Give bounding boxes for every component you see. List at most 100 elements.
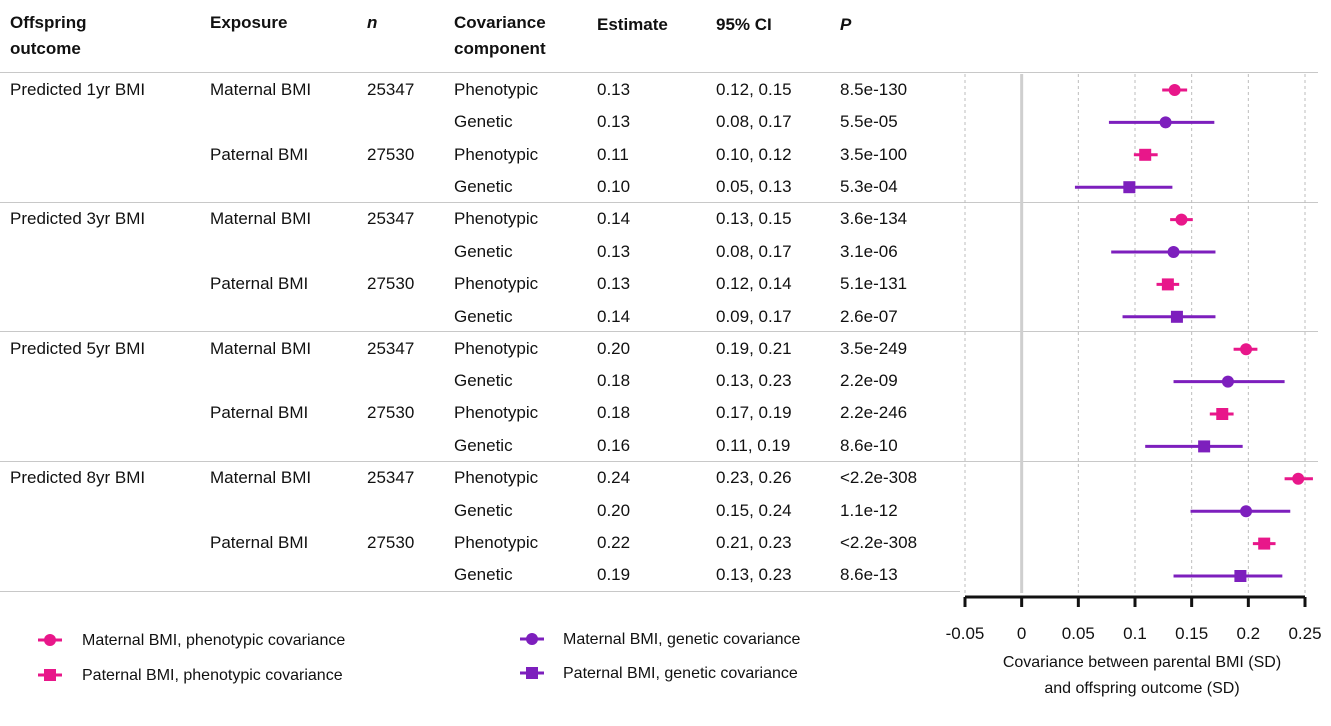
header-component-line1: Covariance [454, 13, 546, 32]
point-estimate [1161, 278, 1174, 291]
legend-square-marker-icon [520, 667, 544, 679]
point-estimate [1240, 505, 1253, 518]
cell-estimate: 0.18 [597, 403, 631, 422]
cell-component: Genetic [454, 501, 513, 520]
header-n: n [367, 13, 378, 32]
header-p: P [840, 15, 852, 34]
cell-estimate: 0.20 [597, 501, 631, 520]
cell-n: 25347 [367, 80, 415, 99]
cell-ci: 0.15, 0.24 [716, 501, 792, 520]
rule-header [0, 72, 1318, 73]
rule-group-2 [0, 331, 1318, 332]
rule-group-3 [0, 461, 1318, 462]
cell-n: 27530 [367, 403, 415, 422]
cell-p: 5.1e-131 [840, 274, 908, 293]
cell-ci: 0.11, 0.19 [716, 436, 791, 455]
point-estimate [1292, 472, 1305, 485]
cell-n: 25347 [367, 209, 415, 228]
header-exposure: Exposure [210, 13, 288, 32]
cell-outcome: Predicted 1yr BMI [10, 80, 146, 99]
legend-label: Paternal BMI, genetic covariance [563, 665, 798, 682]
point-estimate [1167, 246, 1180, 258]
cell-p: 3.5e-100 [840, 145, 908, 164]
cell-exposure: Maternal BMI [210, 339, 312, 358]
cell-p: 2.2e-246 [840, 403, 908, 422]
cell-estimate: 0.19 [597, 565, 631, 584]
cell-exposure: Paternal BMI [210, 533, 309, 552]
x-tick-label: 0.1 [1123, 624, 1147, 643]
cell-estimate: 0.11 [597, 145, 629, 164]
x-tick-label: 0 [1017, 624, 1026, 643]
cell-component: Genetic [454, 565, 513, 584]
header-component: Covariance component [454, 10, 546, 62]
cell-exposure: Paternal BMI [210, 145, 309, 164]
cell-component: Phenotypic [454, 80, 539, 99]
x-tick-label: 0.2 [1237, 624, 1261, 643]
cell-n: 25347 [367, 339, 415, 358]
cell-outcome: Predicted 5yr BMI [10, 339, 146, 358]
cell-estimate: 0.20 [597, 339, 631, 358]
x-tick-label: 0.05 [1062, 624, 1095, 643]
cell-estimate: 0.13 [597, 112, 631, 131]
rule-group-1 [0, 202, 1318, 203]
cell-component: Genetic [454, 307, 513, 326]
x-axis-title: Covariance between parental BMI (SD) and… [942, 650, 1331, 702]
cell-p: 3.5e-249 [840, 339, 908, 358]
cell-component: Genetic [454, 112, 513, 131]
cell-p: 3.6e-134 [840, 209, 908, 228]
point-estimate [1240, 343, 1253, 356]
cell-p: <2.2e-308 [840, 468, 918, 487]
cell-exposure: Maternal BMI [210, 209, 312, 228]
header-estimate: Estimate [597, 15, 668, 34]
cell-estimate: 0.13 [597, 80, 631, 99]
point-estimate [1175, 213, 1188, 226]
header-outcome: Offspring outcome [10, 10, 87, 62]
cell-p: 3.1e-06 [840, 242, 898, 261]
cell-component: Phenotypic [454, 274, 539, 293]
x-tick-label: 0.25 [1288, 624, 1321, 643]
legend-label: Maternal BMI, genetic covariance [563, 631, 801, 648]
cell-component: Genetic [454, 371, 513, 390]
legend-label: Maternal BMI, phenotypic covariance [82, 632, 346, 649]
cell-p: 5.5e-05 [840, 112, 898, 131]
cell-n: 27530 [367, 145, 415, 164]
legend-circle-marker-icon [520, 633, 544, 645]
point-estimate [1221, 375, 1234, 388]
cell-exposure: Maternal BMI [210, 80, 312, 99]
cell-ci: 0.13, 0.15 [716, 209, 792, 228]
point-estimate [1159, 116, 1172, 129]
cell-ci: 0.23, 0.26 [716, 468, 792, 487]
cell-component: Genetic [454, 242, 513, 261]
point-estimate [1123, 181, 1136, 194]
cell-component: Phenotypic [454, 339, 539, 358]
point-estimate [1170, 310, 1183, 323]
legend-label: Paternal BMI, phenotypic covariance [82, 667, 343, 684]
point-estimate [1234, 570, 1247, 582]
cell-n: 25347 [367, 468, 415, 487]
cell-component: Phenotypic [454, 145, 539, 164]
cell-exposure: Maternal BMI [210, 468, 312, 487]
cell-component: Phenotypic [454, 209, 539, 228]
cell-ci: 0.08, 0.17 [716, 112, 792, 131]
header-ci: 95% CI [716, 15, 772, 34]
cell-ci: 0.08, 0.17 [716, 242, 792, 261]
cell-component: Genetic [454, 177, 513, 196]
cell-estimate: 0.14 [597, 307, 631, 326]
point-estimate [1216, 408, 1229, 420]
point-estimate [1168, 84, 1181, 96]
cell-exposure: Paternal BMI [210, 403, 309, 422]
cell-estimate: 0.13 [597, 242, 631, 261]
cell-p: 5.3e-04 [840, 177, 898, 196]
point-estimate [1198, 440, 1211, 453]
cell-component: Genetic [454, 436, 513, 455]
x-axis-title-line2: and offspring outcome (SD) [1044, 680, 1240, 697]
x-tick-label: 0.15 [1175, 624, 1208, 643]
cell-outcome: Predicted 8yr BMI [10, 468, 146, 487]
cell-ci: 0.13, 0.23 [716, 371, 792, 390]
cell-n: 27530 [367, 274, 415, 293]
cell-estimate: 0.18 [597, 371, 631, 390]
cell-p: 8.5e-130 [840, 80, 908, 99]
cell-ci: 0.12, 0.14 [716, 274, 792, 293]
cell-ci: 0.13, 0.23 [716, 565, 792, 584]
cell-outcome: Predicted 3yr BMI [10, 209, 146, 228]
